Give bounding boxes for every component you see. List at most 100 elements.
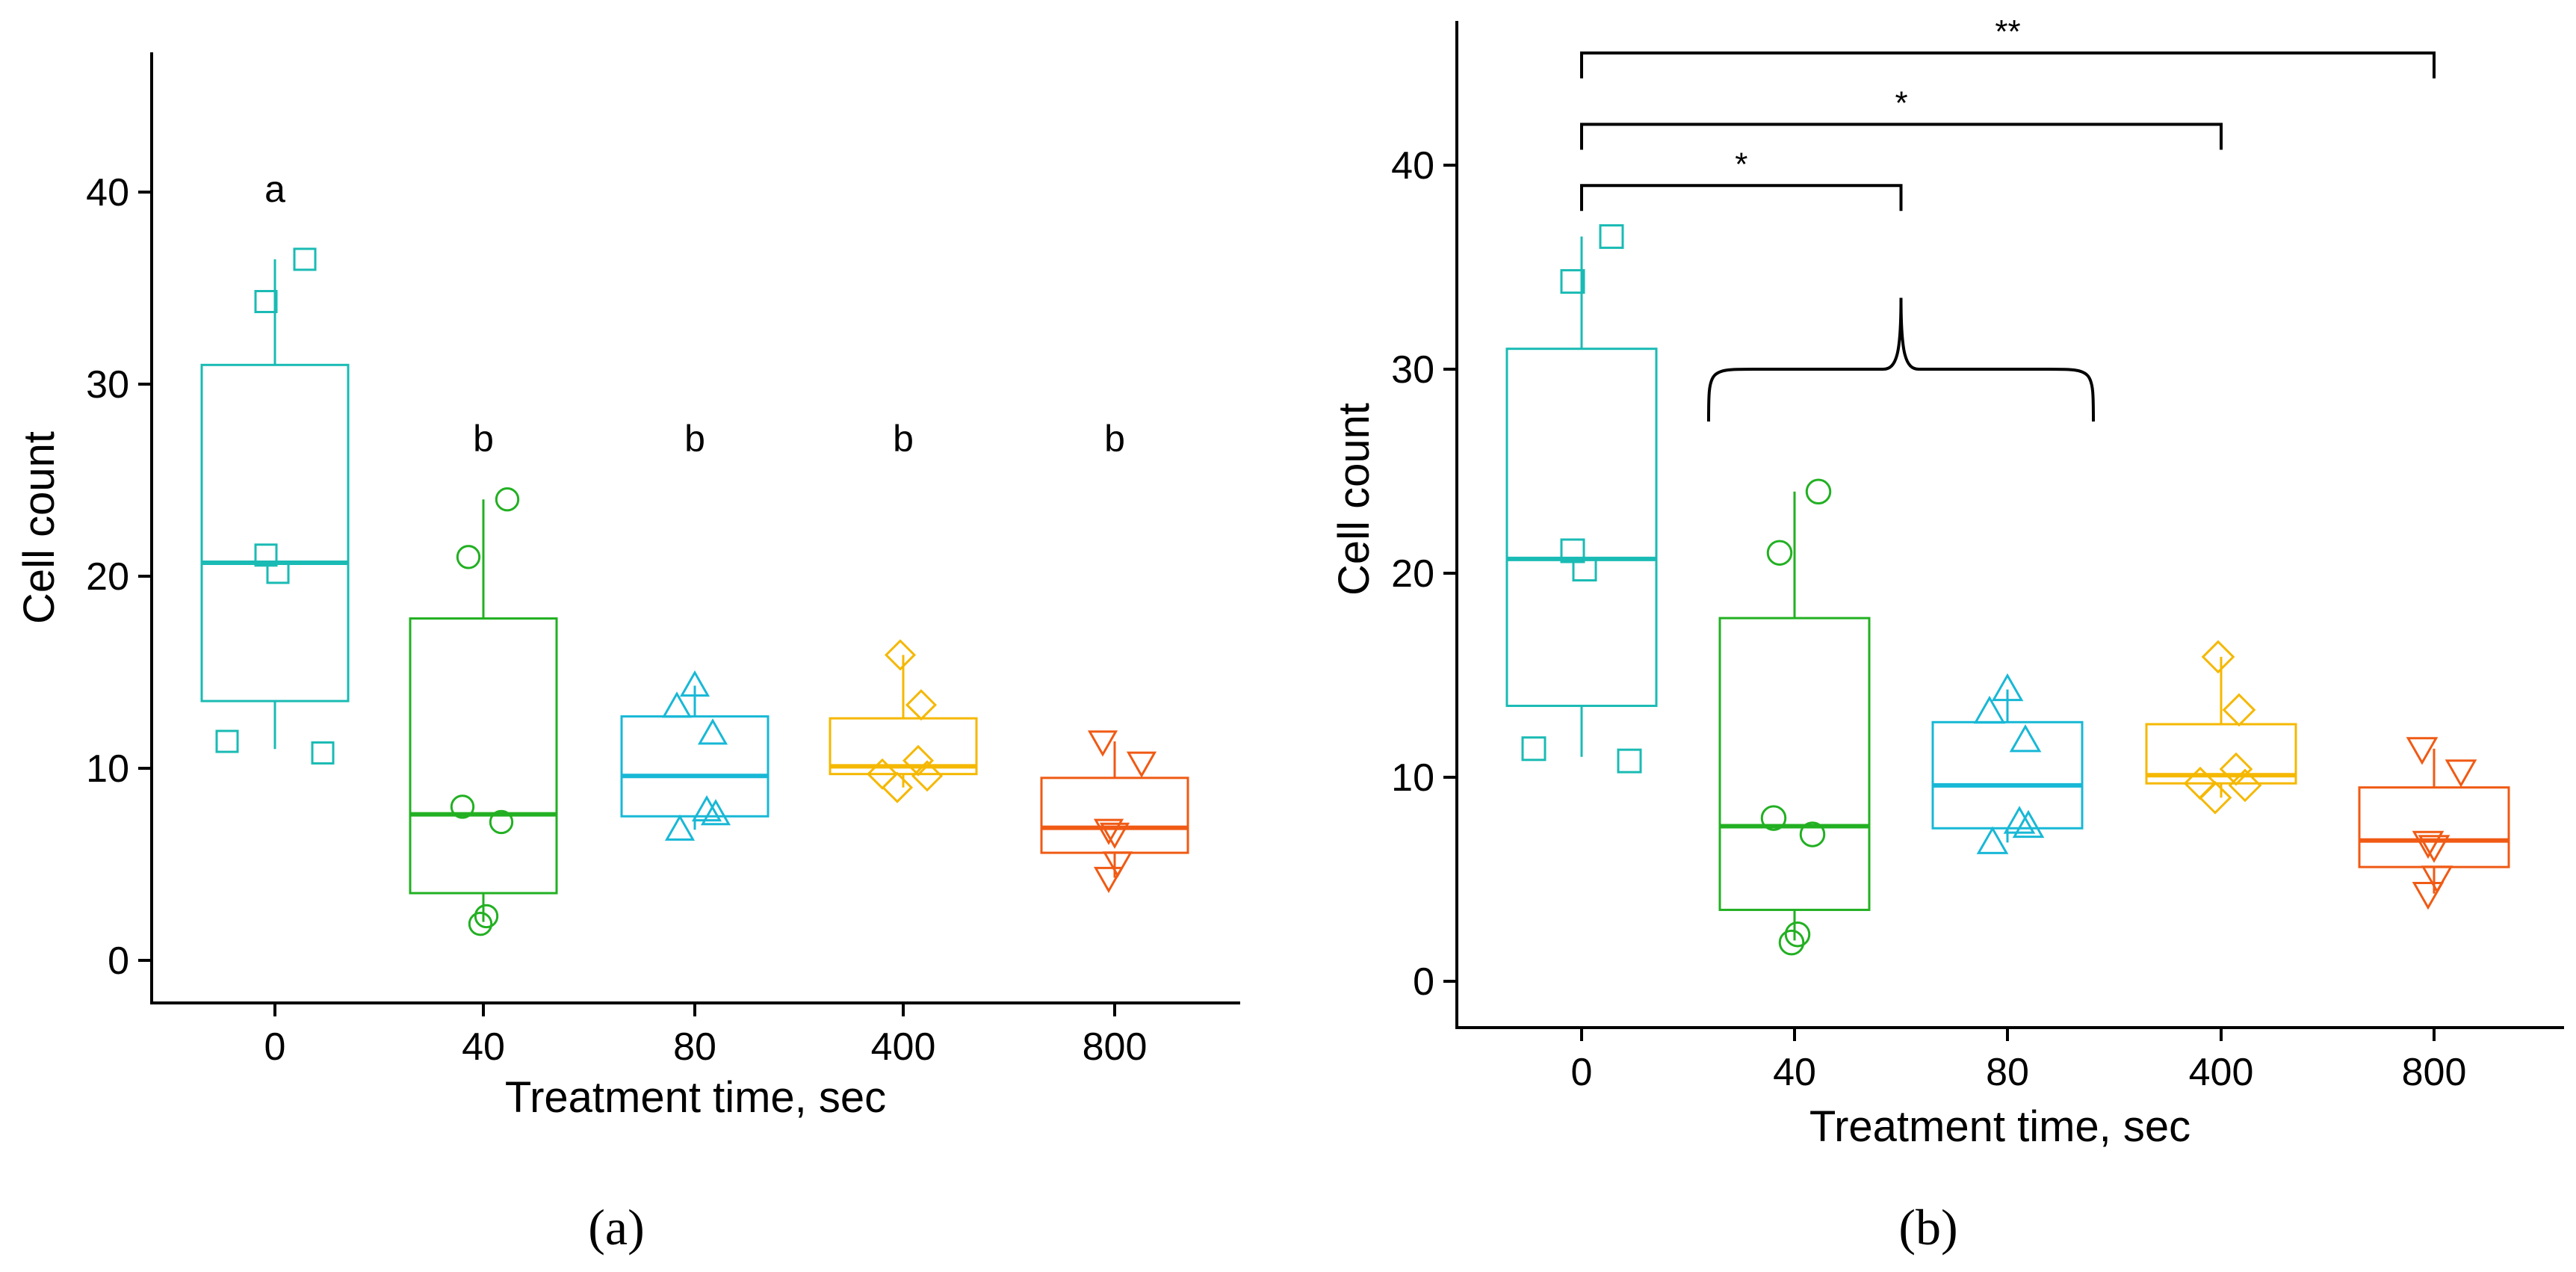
panel-b-x-tick-label: 0 — [1571, 1051, 1593, 1094]
panel-a-x-tick-label: 400 — [871, 1025, 936, 1069]
panel-b-data-point-triangle-down-icon — [2421, 865, 2453, 894]
panel-b-data-point-triangle-up-icon — [2009, 724, 2042, 753]
panel-a-data-point-diamond-icon — [902, 744, 935, 777]
panel-b-significance-label: * — [1735, 146, 1747, 182]
panel-a-data-point-square-icon — [266, 561, 290, 584]
panel-b-data-point-triangle-down-icon — [2406, 737, 2439, 765]
panel-b-data-point-triangle-down-icon — [2412, 830, 2445, 859]
panel-a-x-tick-label: 800 — [1083, 1025, 1148, 1069]
panel-b-y-axis-title: Cell count — [1330, 403, 1378, 596]
panel-a-data-point-triangle-up-icon — [679, 670, 710, 697]
panel-b-data-point-triangle-up-icon — [1991, 673, 2024, 702]
panel-a-data-point-square-icon — [215, 729, 239, 753]
panel-a-x-tick-label: 0 — [264, 1025, 286, 1069]
panel-b-significance-label: ** — [1995, 13, 2020, 50]
panel-b-x-tick-label: 800 — [2402, 1051, 2467, 1094]
panel-b-box — [1718, 617, 1871, 911]
panel-b-data-point-diamond-icon — [2201, 640, 2235, 674]
panel-b-y-tick-label: 10 — [1391, 756, 1434, 800]
panel-a-data-point-diamond-icon — [881, 771, 914, 803]
panel-b-x-tick-label: 400 — [2189, 1051, 2254, 1094]
panel-b-box-group-400 — [2145, 640, 2297, 815]
panel-b-group-curly-brace — [1707, 297, 2095, 422]
panel-a-data-point-circle-icon — [450, 794, 475, 819]
panel-a-data-point-square-icon — [311, 741, 335, 765]
panel-a-box — [409, 617, 558, 895]
panel-b-data-point-triangle-up-icon — [1976, 826, 2009, 854]
panel-a-box — [620, 715, 770, 818]
panel-b-data-point-diamond-icon — [2198, 780, 2232, 815]
panel-a-group-letter: b — [473, 418, 494, 460]
panel-b-data-point-triangle-down-icon — [2412, 882, 2445, 910]
panel-b-data-point-circle-icon — [1784, 921, 1811, 948]
panel-b-box — [1931, 720, 2084, 830]
panel-a-y-tick-label: 30 — [86, 363, 129, 407]
panel-a-data-point-circle-icon — [495, 487, 520, 512]
panel-a-box-group-40 — [409, 487, 558, 936]
panel-b-label: (b) — [1898, 1199, 1957, 1256]
panel-a-y-tick-label: 0 — [108, 939, 129, 983]
panel-b-box — [1505, 348, 1658, 707]
panel-a-data-point-triangle-down-icon — [1102, 851, 1133, 878]
panel-b-y-tick-label: 30 — [1391, 348, 1434, 392]
panel-a-y-axis-title: Cell count — [15, 431, 64, 624]
panel-a-box-group-0 — [200, 247, 350, 765]
panel-a-data-point-triangle-down-icon — [1099, 822, 1130, 849]
panel-a-data-point-square-icon — [293, 247, 317, 271]
panel-a-group-letter: a — [264, 168, 285, 210]
panel-b-data-point-square-icon — [1617, 748, 1642, 774]
panel-a-data-point-diamond-icon — [911, 760, 944, 792]
panel-b-box-group-800 — [2358, 737, 2510, 910]
panel-b-data-point-circle-icon — [1760, 805, 1787, 831]
panel-a-data-point-square-icon — [254, 289, 278, 313]
panel-a-data-point-triangle-up-icon — [691, 795, 722, 822]
panel-b-data-point-triangle-up-icon — [2003, 806, 2036, 834]
panel-b-box-group-0 — [1505, 224, 1658, 774]
panel-a-data-point-circle-icon — [474, 904, 499, 929]
panel-b-y-tick-label: 20 — [1391, 552, 1434, 596]
panel-b-y-tick-label: 0 — [1413, 960, 1434, 1004]
panel-a-data-point-triangle-up-icon — [697, 718, 728, 745]
panel-a-y-tick-label: 10 — [86, 747, 129, 791]
panel-b-x-tick-label: 80 — [1986, 1051, 2029, 1094]
panel-a-data-point-diamond-icon — [884, 639, 917, 671]
panel-a-box-group-800 — [1040, 730, 1189, 894]
panel-b-significance-bracket — [1580, 123, 2223, 150]
panel-a-x-tick-label: 40 — [462, 1025, 505, 1069]
panel-b-data-point-circle-icon — [1805, 478, 1832, 505]
panel-b-data-point-diamond-icon — [2219, 752, 2253, 786]
panel-a-group-letter: b — [1104, 418, 1125, 460]
panel-b-data-point-triangle-up-icon — [1973, 695, 2006, 724]
panel-a-box-group-400 — [829, 639, 978, 803]
panel-b-data-point-diamond-icon — [2222, 693, 2256, 727]
panel-b-significance-bracket — [1580, 51, 2436, 78]
panel-b-box-group-80 — [1931, 673, 2084, 854]
panel-a-group-letter: b — [893, 418, 914, 460]
panel-a-box — [200, 363, 350, 703]
panel-b-data-point-triangle-up-icon — [2012, 809, 2045, 839]
panel-b-data-point-square-icon — [1560, 269, 1585, 294]
panel-b-data-point-triangle-down-icon — [2445, 759, 2477, 788]
panel-b-x-axis-title: Treatment time, sec — [1809, 1102, 2190, 1151]
panel-b-y-tick-label: 40 — [1391, 144, 1434, 188]
panel-b-significance-label: * — [1895, 84, 1907, 121]
panel-a-box — [1040, 777, 1189, 854]
panel-b-data-point-circle-icon — [1799, 821, 1826, 848]
panel-a-data-point-square-icon — [254, 543, 278, 567]
panel-b-data-point-triangle-down-icon — [2418, 835, 2450, 863]
panel-a-data-point-triangle-up-icon — [700, 799, 731, 826]
panel-a-data-point-triangle-up-icon — [664, 814, 696, 841]
panel-a-data-point-circle-icon — [456, 545, 481, 569]
panel-b-data-point-diamond-icon — [2228, 768, 2262, 803]
panel-a-group-letter: b — [684, 418, 705, 460]
panel-b-box-group-40 — [1718, 478, 1871, 956]
panel-a-y-tick-label: 40 — [86, 171, 129, 214]
panel-a-box-group-80 — [620, 670, 770, 841]
panel-a-data-point-triangle-up-icon — [661, 691, 693, 718]
panel-b-data-point-square-icon — [1572, 557, 1597, 582]
panel-a-box — [829, 717, 978, 776]
panel-a-data-point-triangle-down-icon — [1093, 866, 1124, 894]
